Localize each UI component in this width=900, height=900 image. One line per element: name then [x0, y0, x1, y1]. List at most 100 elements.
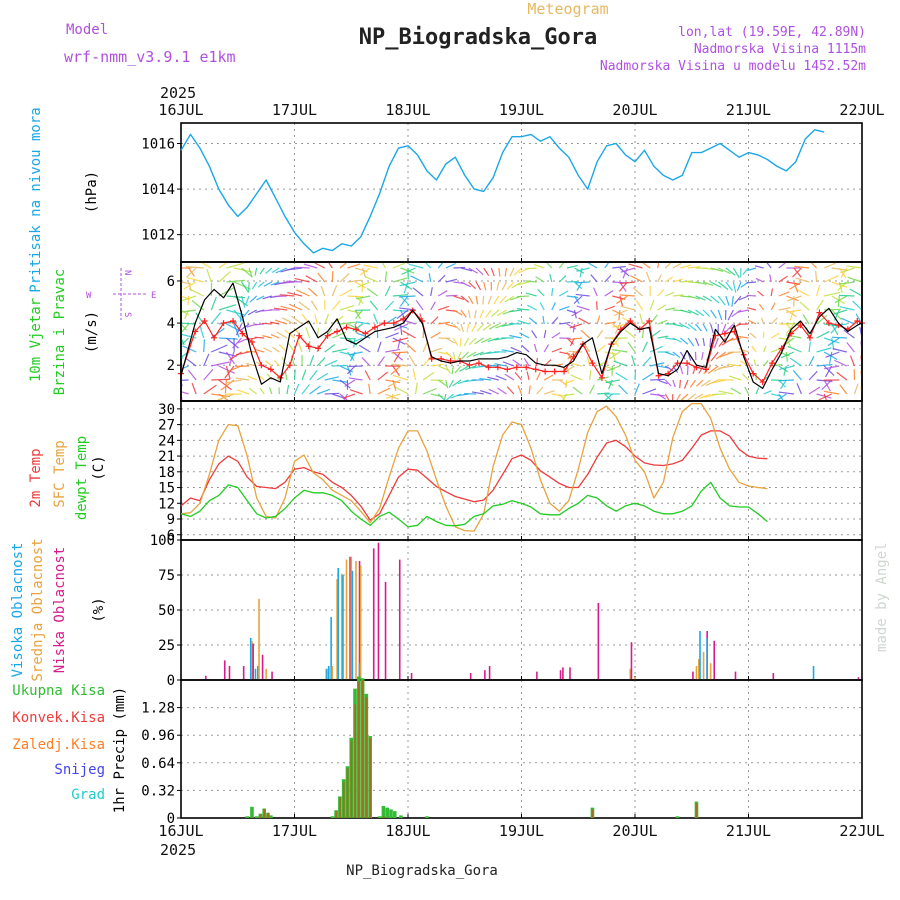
wind-arrow	[347, 309, 361, 314]
precip-bar-conv	[251, 817, 253, 818]
wind-arrow	[680, 264, 692, 269]
wind-gust-marker	[239, 330, 246, 337]
wind-arrow	[269, 321, 280, 325]
wind-arrow	[493, 295, 500, 305]
wind-arrow	[399, 295, 409, 307]
wind-arrow	[485, 309, 492, 318]
wind-arrow	[564, 379, 568, 389]
wind-arrow	[286, 267, 303, 271]
wind-arrow	[680, 280, 692, 283]
wind-arrow	[293, 266, 310, 269]
wind-gust-marker	[523, 364, 530, 371]
wind-ylabel: (m/s)	[84, 311, 100, 353]
wind-arrow	[565, 365, 575, 373]
wind-arrow	[551, 287, 554, 297]
wind-arrow	[247, 309, 257, 316]
wind-arrow	[710, 295, 720, 304]
wind-arrow	[236, 389, 250, 395]
wind-arrow	[620, 305, 636, 311]
wind-arrow	[849, 355, 855, 367]
wind-arrow	[718, 337, 727, 347]
wind-arrow	[630, 275, 643, 283]
y-tick-label: 1016	[141, 137, 175, 153]
temp-line-temp_2m	[180, 430, 768, 521]
wind-arrow	[262, 295, 272, 300]
wind-arrow	[672, 294, 684, 297]
wind-arrow	[452, 379, 462, 387]
wind-arrow	[840, 267, 855, 274]
wind-arrow	[430, 347, 443, 353]
cloud-side-label-mid: Srednja Oblacnost	[30, 538, 46, 681]
x-tick-label-bottom: 18JUL	[385, 822, 430, 840]
wind-arrow	[232, 337, 242, 349]
wind-arrow	[412, 287, 424, 297]
wind-arrow	[657, 274, 662, 283]
wind-arrow	[446, 393, 454, 401]
wind-arrow	[181, 337, 189, 345]
wind-arrow	[808, 341, 811, 353]
wind-arrow	[672, 379, 676, 388]
temp-line-dewpoint	[180, 481, 768, 528]
wind-gust-marker	[296, 332, 303, 339]
wind-arrow	[727, 363, 742, 367]
wind-arrow	[501, 323, 515, 327]
wind-arrow	[185, 266, 204, 269]
wind-arrow	[475, 267, 484, 276]
wind-arrow	[445, 365, 451, 374]
wind-arrow	[596, 344, 606, 353]
wind-arrow	[634, 369, 637, 381]
wind-arrow	[346, 365, 356, 375]
wind-arrow	[430, 301, 436, 311]
precip-bar-conv	[346, 767, 349, 818]
compass-n: N	[122, 270, 132, 275]
pressure-ylabel: (hPa)	[84, 171, 100, 213]
wind-arrow	[696, 379, 704, 387]
wind-arrow	[604, 393, 612, 401]
wind-arrow	[226, 262, 245, 269]
wind-arrow	[683, 379, 689, 389]
wind-arrow	[428, 273, 432, 283]
wind-arrow	[255, 348, 265, 353]
wind-arrow	[496, 281, 500, 291]
wind-arrow	[749, 332, 757, 339]
wind-arrow	[490, 267, 495, 277]
x-tick-label-top: 17JUL	[272, 101, 317, 119]
wind-arrow	[314, 262, 326, 269]
wind-arrow	[612, 309, 624, 316]
wind-arrow	[705, 379, 719, 387]
wind-arrow	[339, 288, 353, 297]
watermark: made by Angel	[874, 542, 890, 652]
wind-arrow	[566, 337, 575, 345]
pressure-line	[180, 129, 825, 254]
wind-gust-marker	[769, 360, 776, 367]
wind-arrow	[841, 317, 855, 325]
wind-arrow	[834, 295, 848, 304]
wind-arrow	[628, 263, 643, 269]
wind-arrow	[794, 265, 810, 269]
model-value: wrf-nmm_v3.9.1 e1km	[64, 48, 236, 66]
wind-gust-marker	[475, 360, 482, 367]
wind-gust-marker	[258, 362, 265, 369]
wind-side-label-1: 10m Vjetar	[28, 298, 44, 382]
wind-arrow	[226, 365, 242, 373]
wind-arrow	[657, 335, 669, 339]
wind-arrow	[795, 277, 810, 283]
wind-arrow	[742, 267, 749, 275]
wind-arrow	[265, 267, 273, 274]
wind-arrow	[778, 307, 791, 311]
wind-arrow	[695, 309, 705, 317]
wind-arrow	[797, 289, 810, 297]
wind-arrow	[717, 309, 723, 321]
wind-gust-marker	[532, 366, 539, 373]
wind-arrow	[279, 281, 295, 284]
wind-arrow	[241, 309, 250, 319]
wind-arrow	[392, 374, 409, 381]
y-tick-label: 0.64	[141, 756, 175, 772]
wind-arrow	[755, 387, 760, 395]
wind-arrow	[827, 337, 840, 347]
wind-arrow	[307, 287, 318, 297]
wind-arrow	[717, 281, 729, 291]
wind-arrow	[422, 371, 435, 381]
wind-arrow	[331, 300, 341, 311]
wind-arrow	[445, 337, 456, 344]
